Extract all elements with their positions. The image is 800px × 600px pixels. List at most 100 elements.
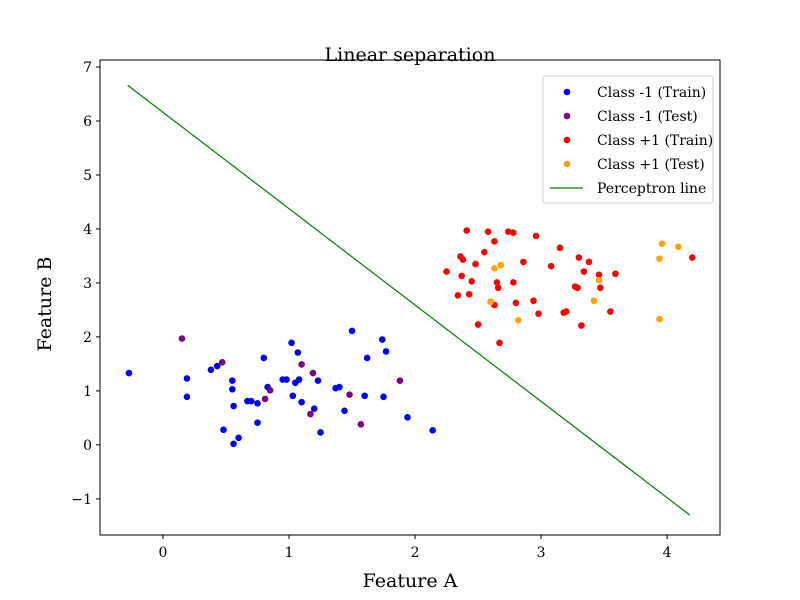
point-class-1-train [229,385,236,393]
point-class-1-train [612,270,619,278]
x-tick-label: 0 [159,545,168,561]
legend-label: Class +1 (Train) [597,133,713,149]
point-class-1-train [484,228,492,235]
point-class-1-test [675,243,682,251]
point-class-1-test [357,421,365,428]
y-tick-label: 2 [83,330,92,346]
legend-frame [542,75,714,204]
y-tick-label: 4 [83,222,92,238]
point-class-1-train [183,375,191,382]
point-class-1-train [510,279,517,286]
point-class-1-test [497,261,505,269]
point-class-1-train [474,321,482,328]
point-class-1-train [295,376,303,383]
point-class-1-test [346,391,353,398]
point-class-1-train [230,402,237,410]
legend-item: Class -1 (Test) [563,109,698,125]
point-class-1-train [260,354,268,362]
point-class-1-train [298,398,305,406]
point-class-1-test [307,410,314,418]
point-class-1-train [535,310,542,317]
point-class-1-train [493,279,501,286]
point-class-1-train [585,258,593,266]
point-class-1-train [504,228,512,235]
point-class-1-train [213,362,221,370]
line-layer [127,84,691,516]
point-class-1-train [530,297,537,305]
x-axis-title: Feature A [363,570,458,592]
point-class-1-train [310,405,318,412]
point-class-1-test [309,369,317,377]
x-tick-label: 2 [411,545,420,561]
y-tick-label: 6 [83,114,92,130]
point-class-1-train [283,376,290,383]
point-class-1-train [404,414,411,421]
point-class-1-train [294,349,302,356]
point-class-1-train [363,354,371,362]
legend-marker [563,112,571,120]
point-class-1-test [515,316,522,324]
point-class-1-train [288,339,295,347]
point-class-1-train [378,336,386,343]
y-axis: −1 0 1 2 3 4 5 6 7 [71,60,100,508]
point-class-1-train [547,262,555,270]
point-class-1-train [229,377,236,384]
point-class-1-train [596,284,604,292]
legend-label: Class -1 (Train) [597,85,706,101]
plot-frame [99,59,721,536]
legend-item: Class -1 (Train) [563,85,706,101]
legend: Class -1 (Train) Class -1 (Test) Class +1 … [542,75,714,204]
point-class-1-train [336,383,343,391]
point-class-1-train [580,268,588,275]
point-class-1-train [556,244,564,252]
point-class-1-test [656,255,663,262]
point-class-1-train [688,254,696,261]
point-class-1-train [220,426,227,434]
point-class-1-train [254,419,261,427]
point-class-1-train [443,268,450,275]
y-tick-label: 1 [83,384,92,400]
y-tick-label: 5 [83,168,92,184]
point-class-1-train [247,397,255,405]
point-class-1-test [298,361,305,368]
point-class-1-train [183,393,191,401]
chart-title: Linear separation [325,44,496,66]
point-class-1-test [656,315,663,323]
point-class-1-train [125,369,133,377]
point-class-1-test [261,395,269,403]
point-class-1-train [496,339,503,347]
legend-marker [563,88,571,96]
y-tick-label: 0 [83,438,92,454]
point-class-1-train [341,407,348,415]
y-tick-label: 7 [83,60,92,76]
point-class-1-train [380,393,387,401]
x-tick-label: 1 [285,545,294,561]
x-tick-label: 4 [663,545,672,561]
point-class-1-test [595,276,603,284]
point-class-1-test [218,358,226,366]
point-class-1-train [532,232,540,240]
point-class-1-test [396,377,404,384]
point-class-1-test [487,298,494,306]
point-class-1-train [254,399,261,407]
legend-label: Class -1 (Test) [597,109,698,125]
point-class-1-train [562,308,570,315]
legend-item: Perceptron line [550,181,706,197]
point-class-1-train [494,284,502,292]
point-class-1-train [382,348,390,355]
point-class-1-test [178,335,186,342]
legend-item: Class +1 (Train) [563,133,713,149]
point-class-1-train [458,272,465,280]
x-tick-label: 3 [537,545,546,561]
point-class-1-train [207,366,215,374]
point-class-1-train [429,426,436,434]
point-class-1-train [454,292,462,299]
point-class-1-test [658,240,666,247]
legend-label: Perceptron line [597,181,706,197]
perceptron-line [127,84,691,516]
point-class-1-train [317,429,324,436]
point-layer [125,227,696,448]
point-class-1-train [578,322,585,329]
x-axis: 0 1 2 3 4 [159,535,672,561]
